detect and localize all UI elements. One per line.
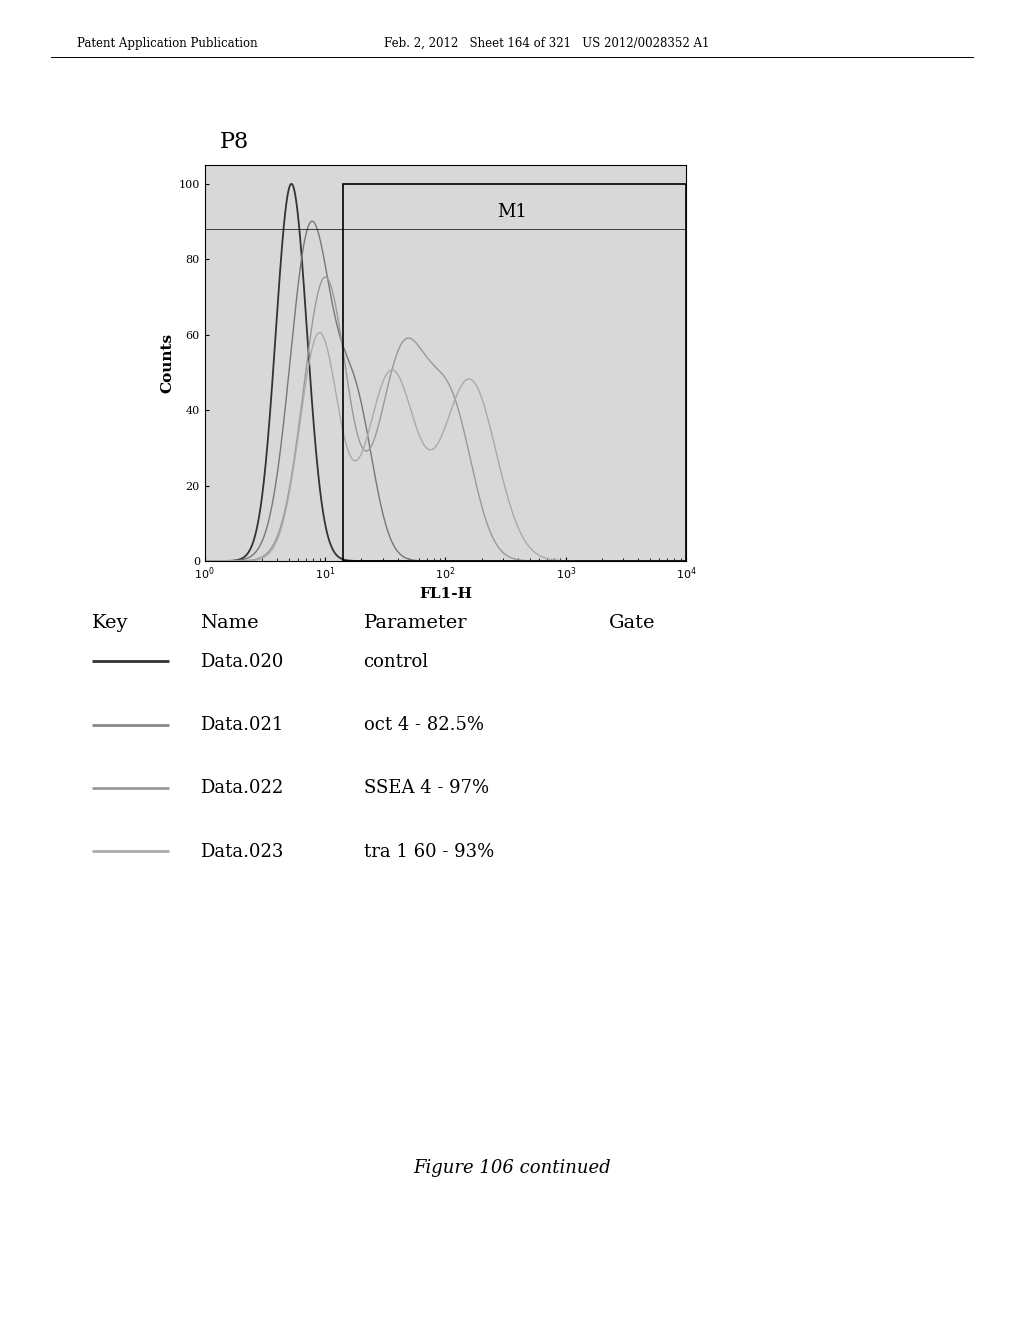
Text: Figure 106 continued: Figure 106 continued [414, 1159, 610, 1177]
Text: SSEA 4 - 97%: SSEA 4 - 97% [364, 779, 488, 797]
Text: P8: P8 [220, 131, 250, 153]
Text: Data.023: Data.023 [200, 842, 283, 861]
Text: Feb. 2, 2012   Sheet 164 of 321   US 2012/0028352 A1: Feb. 2, 2012 Sheet 164 of 321 US 2012/00… [384, 37, 710, 50]
Text: tra 1 60 - 93%: tra 1 60 - 93% [364, 842, 494, 861]
Text: Data.022: Data.022 [200, 779, 283, 797]
Text: Key: Key [92, 614, 129, 632]
Text: M1: M1 [497, 203, 526, 220]
Text: oct 4 - 82.5%: oct 4 - 82.5% [364, 715, 483, 734]
Text: control: control [364, 652, 429, 671]
Text: Patent Application Publication: Patent Application Publication [77, 37, 257, 50]
Text: Gate: Gate [609, 614, 655, 632]
X-axis label: FL1-H: FL1-H [419, 586, 472, 601]
Y-axis label: Counts: Counts [161, 333, 174, 393]
Text: Data.021: Data.021 [200, 715, 283, 734]
Text: Parameter: Parameter [364, 614, 467, 632]
Text: Name: Name [200, 614, 258, 632]
Text: Data.020: Data.020 [200, 652, 283, 671]
